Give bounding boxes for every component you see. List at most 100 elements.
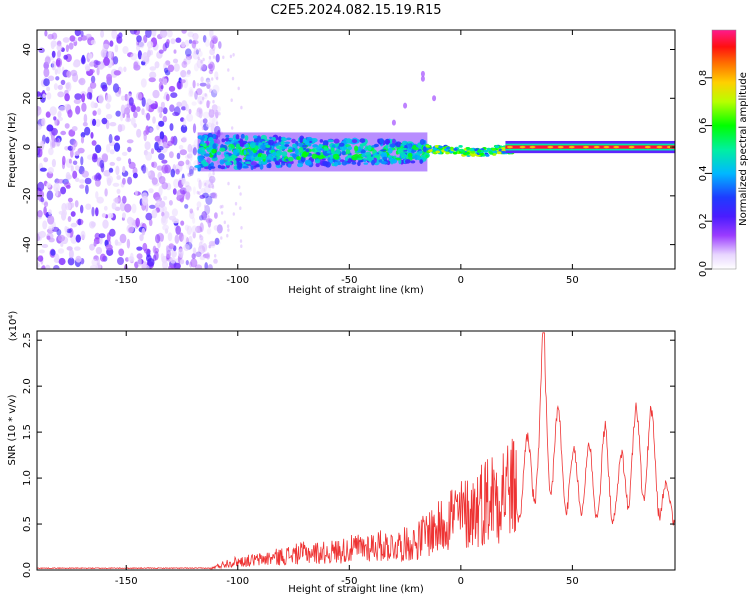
heatmap-cell: [57, 111, 62, 118]
heatmap-cell: [206, 83, 211, 89]
heatmap-cell: [479, 152, 484, 156]
heatmap-cell: [104, 188, 108, 197]
heatmap-cell: [95, 119, 101, 127]
heatmap-cell: [420, 70, 425, 77]
heatmap-cell: [392, 138, 396, 144]
heatmap-cell: [192, 80, 196, 89]
heatmap-cell: [234, 201, 238, 206]
spectrogram-ytick-label: 0: [22, 144, 33, 150]
heatmap-cell: [181, 61, 188, 68]
heatmap-cell: [85, 203, 92, 210]
heatmap-cell: [90, 75, 96, 84]
heatmap-cell: [116, 188, 121, 194]
heatmap-cell: [158, 78, 163, 83]
heatmap-cell: [98, 94, 104, 104]
heatmap-cell: [254, 145, 259, 151]
heatmap-cell: [367, 144, 372, 151]
spectrogram-x-label: Height of straight line (km): [288, 285, 424, 296]
heatmap-cell: [121, 95, 125, 101]
heatmap-cell: [108, 133, 113, 144]
heatmap-cell: [190, 258, 198, 268]
heatmap-cell: [318, 144, 323, 148]
heatmap-cell: [39, 249, 45, 254]
heatmap-cell: [382, 156, 387, 161]
heatmap-cell: [211, 35, 219, 44]
heatmap-cell: [203, 153, 211, 157]
heatmap-cell: [209, 88, 213, 93]
heatmap-cell: [167, 64, 175, 73]
heatmap-cell: [74, 177, 80, 182]
heatmap-cell: [57, 91, 65, 98]
heatmap-cell: [169, 104, 175, 112]
heatmap-cell: [192, 32, 199, 41]
heatmap-cell: [154, 196, 162, 202]
heatmap-cell: [181, 136, 188, 143]
heatmap-cell: [208, 240, 216, 247]
heatmap-cell: [208, 100, 211, 105]
heatmap-cell: [419, 159, 424, 165]
heatmap-cell: [81, 170, 90, 178]
heatmap-cell: [158, 153, 165, 161]
heatmap-cell: [161, 215, 166, 224]
heatmap-cell: [159, 112, 163, 119]
heatmap-cell: [66, 174, 72, 180]
heatmap-cell: [150, 148, 155, 155]
heatmap-cell: [195, 251, 202, 258]
heatmap-cell: [37, 91, 41, 97]
spectrogram-ytick-label: 20: [22, 92, 33, 105]
heatmap-cell: [244, 135, 249, 141]
heatmap-cell: [85, 184, 89, 195]
heatmap-cell: [40, 197, 45, 203]
heatmap-cell: [117, 124, 123, 133]
heatmap-cell: [57, 116, 63, 122]
heatmap-cell: [109, 228, 116, 237]
heatmap-cell: [49, 106, 57, 116]
heatmap-cell: [186, 225, 192, 235]
heatmap-cell: [147, 258, 155, 267]
heatmap-cell: [51, 158, 57, 168]
heatmap-cell: [212, 99, 215, 104]
heatmap-cell: [184, 204, 189, 209]
heatmap-cell: [465, 147, 471, 150]
heatmap-cell: [216, 224, 223, 234]
heatmap-cell: [208, 172, 212, 179]
heatmap-cell: [379, 138, 384, 144]
heatmap-cell: [154, 141, 159, 151]
colorbar-gradient: [711, 29, 737, 270]
heatmap-cell: [485, 154, 490, 157]
heatmap-cell: [287, 163, 292, 168]
heatmap-cell: [183, 73, 191, 78]
heatmap-cell: [305, 148, 310, 153]
heatmap-cell: [75, 255, 82, 263]
heatmap-cell: [114, 44, 119, 53]
heatmap-cell: [44, 56, 51, 65]
heatmap-cell: [53, 116, 57, 121]
heatmap-cell: [99, 159, 105, 169]
heatmap-cell: [122, 212, 126, 219]
heatmap-cell: [593, 145, 600, 149]
heatmap-cell: [225, 134, 230, 138]
heatmap-cell: [85, 65, 91, 72]
heatmap-cell: [218, 230, 221, 234]
heatmap-cell: [547, 145, 554, 149]
heatmap-cell: [365, 151, 372, 158]
colorbar-tick-label: 0.4: [698, 165, 709, 181]
heatmap-cell: [72, 61, 80, 68]
heatmap-cell: [61, 202, 67, 212]
heatmap-cell: [94, 144, 102, 154]
heatmap-cell: [151, 30, 157, 37]
heatmap-cell: [87, 39, 91, 45]
heatmap-cell: [37, 181, 45, 192]
heatmap-cell: [449, 146, 454, 150]
heatmap-cell: [205, 77, 211, 83]
heatmap-cell: [55, 187, 59, 197]
heatmap-cell: [80, 156, 84, 166]
heatmap-cell: [149, 66, 157, 71]
heatmap-cell: [297, 162, 303, 168]
heatmap-cell: [225, 161, 233, 166]
heatmap-cell: [45, 136, 50, 144]
heatmap-cell: [228, 146, 232, 152]
heatmap-cell: [105, 113, 113, 120]
heatmap-cell: [244, 161, 252, 165]
heatmap-cell: [185, 260, 189, 266]
